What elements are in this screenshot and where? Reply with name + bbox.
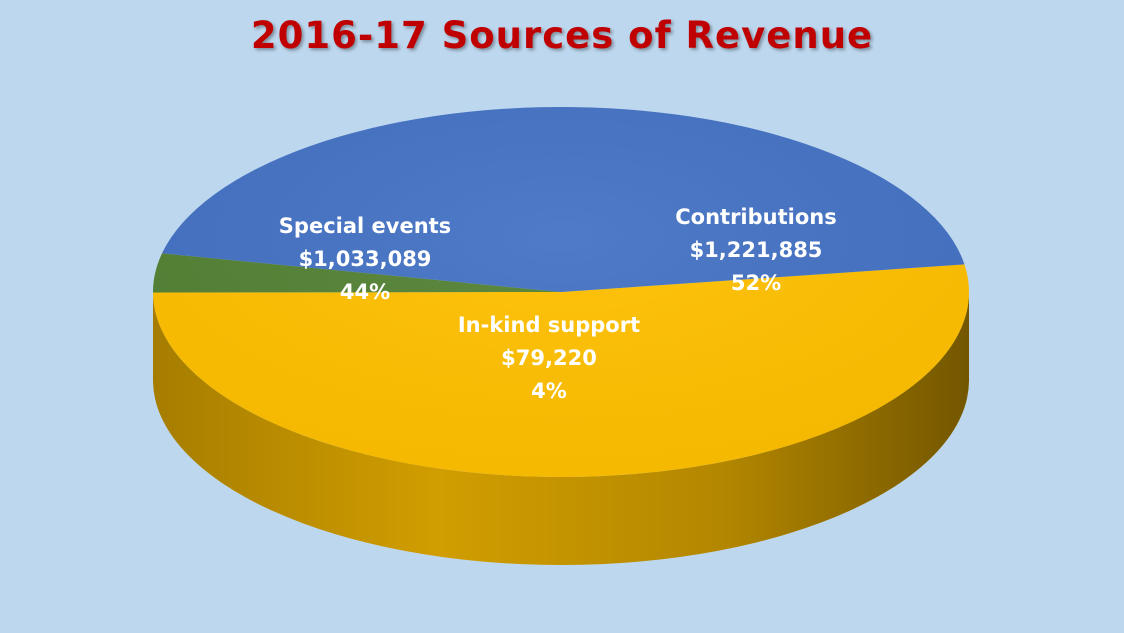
slice-label-in-kind-support: In-kind support $79,220 4%	[458, 313, 640, 403]
slice-percent-in-kind-support: 4%	[531, 379, 567, 403]
slice-percent-contributions: 52%	[731, 271, 781, 295]
slice-percent-special-events: 44%	[340, 280, 390, 304]
chart-title: 2016-17 Sources of Revenue	[250, 14, 874, 57]
slice-name-in-kind-support: In-kind support	[458, 313, 640, 337]
slice-name-contributions: Contributions	[675, 205, 836, 229]
slice-label-contributions: Contributions $1,221,885 52%	[675, 205, 836, 295]
pie-side-shade-contributions	[153, 292, 970, 565]
pie-top-sheen	[153, 107, 969, 477]
slice-label-special-events: Special events $1,033,089 44%	[279, 214, 451, 304]
slice-value-special-events: $1,033,089	[299, 247, 432, 271]
slice-value-contributions: $1,221,885	[690, 238, 823, 262]
slice-value-in-kind-support: $79,220	[501, 346, 597, 370]
slice-name-special-events: Special events	[279, 214, 451, 238]
